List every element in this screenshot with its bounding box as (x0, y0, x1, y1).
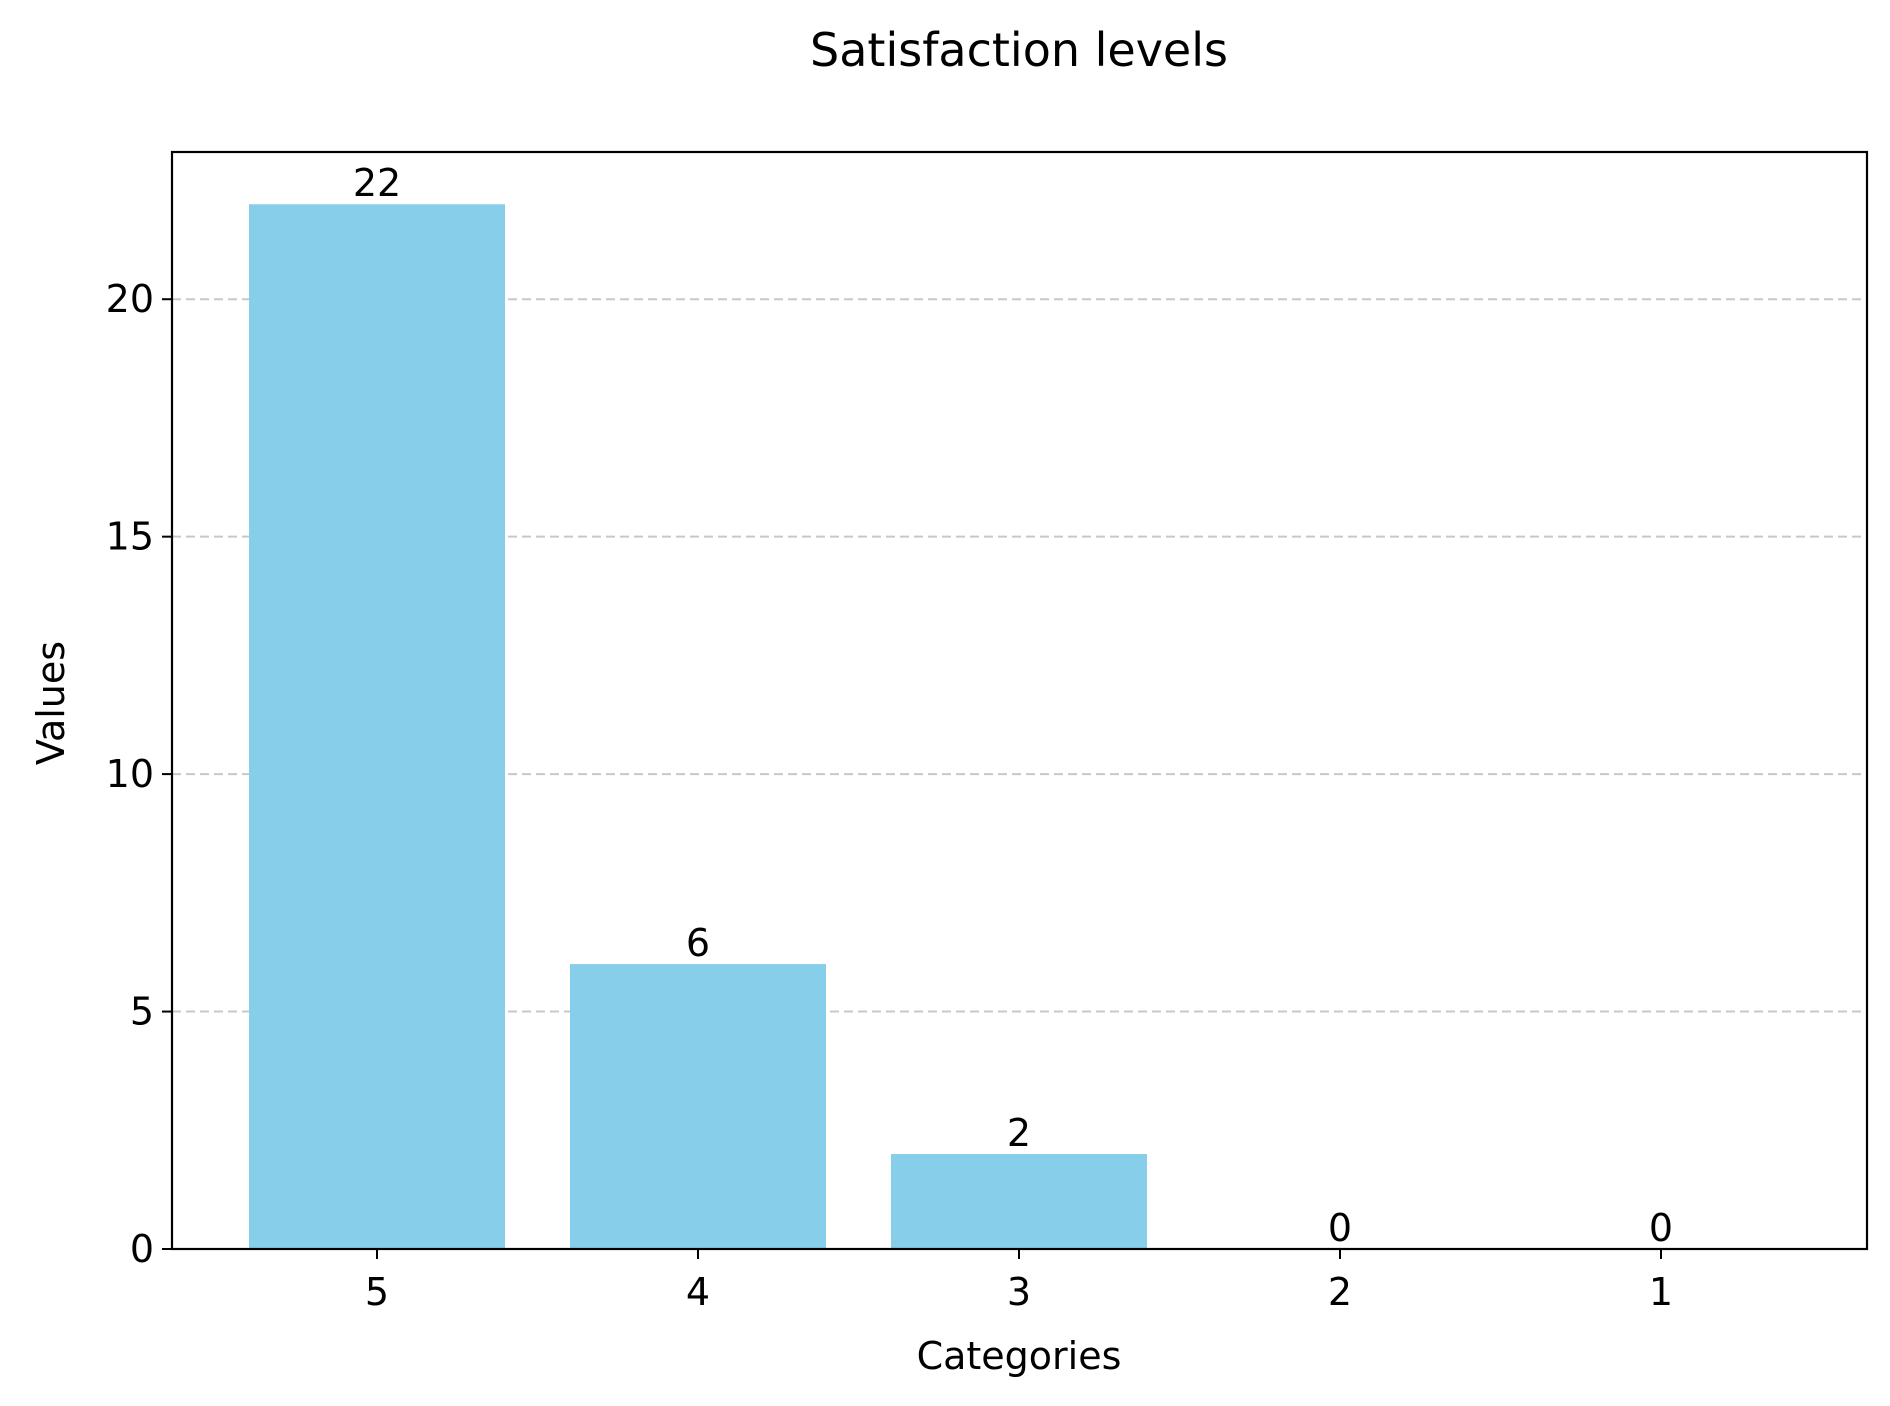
bar-3 (891, 1154, 1147, 1249)
bar-4 (570, 964, 826, 1249)
data-label-5: 22 (353, 161, 401, 205)
x-axis-ticks: 5 4 3 2 1 (365, 1249, 1673, 1314)
x-tick-label-2: 2 (1328, 1270, 1352, 1314)
x-tick-label-4: 4 (686, 1270, 710, 1314)
y-axis-label: Values (29, 641, 73, 765)
chart-title: Satisfaction levels (810, 23, 1228, 77)
bars (249, 204, 1147, 1250)
data-labels: 22 6 2 0 0 (353, 161, 1673, 1250)
y-axis-ticks: 0 5 10 15 20 (106, 277, 172, 1271)
y-tick-label-0: 0 (130, 1227, 154, 1271)
y-tick-label-20: 20 (106, 277, 154, 321)
data-label-3: 2 (1007, 1111, 1031, 1155)
data-label-1: 0 (1649, 1206, 1673, 1250)
x-tick-label-5: 5 (365, 1270, 389, 1314)
x-tick-label-1: 1 (1649, 1270, 1673, 1314)
data-label-2: 0 (1328, 1206, 1352, 1250)
bar-5 (249, 204, 505, 1250)
y-tick-label-5: 5 (130, 990, 154, 1034)
data-label-4: 6 (686, 921, 710, 965)
y-tick-label-10: 10 (106, 752, 154, 796)
x-tick-label-3: 3 (1007, 1270, 1031, 1314)
y-tick-label-15: 15 (106, 515, 154, 559)
x-axis-label: Categories (917, 1334, 1122, 1378)
